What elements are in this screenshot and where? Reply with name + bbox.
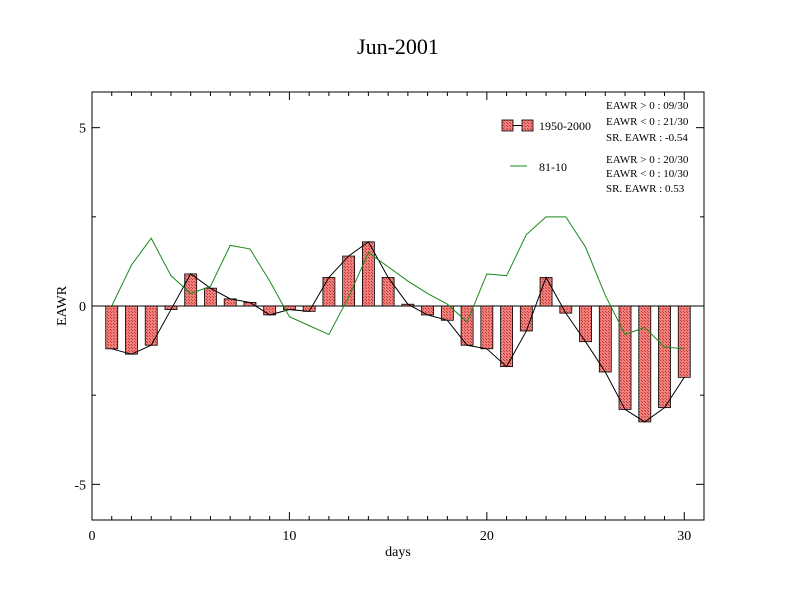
legend-stat-1950-2000-pos: EAWR > 0 : 09/30 <box>606 100 689 112</box>
bar <box>618 305 632 410</box>
bar <box>342 255 356 307</box>
legend-label-1950-2000: 1950-2000 <box>539 119 591 133</box>
x-tick-label: 20 <box>480 529 494 544</box>
bar <box>361 241 375 307</box>
y-tick-label: 0 <box>79 300 86 315</box>
legend: 1950-2000 EAWR > 0 : 09/30 EAWR < 0 : 21… <box>501 100 689 195</box>
chart-title: Jun-2001 <box>357 34 439 59</box>
legend-stat-81-10-neg: EAWR < 0 : 10/30 <box>606 168 689 180</box>
series-line-81-10 <box>111 216 685 350</box>
x-tick-label: 0 <box>89 529 96 544</box>
bar <box>105 305 119 350</box>
bar <box>658 305 671 409</box>
bar <box>638 305 652 423</box>
bar <box>381 277 395 307</box>
legend-stat-81-10-pos: EAWR > 0 : 20/30 <box>606 154 689 166</box>
legend-label-81-10: 81-10 <box>539 160 567 174</box>
bar <box>500 305 513 368</box>
bar <box>144 305 158 346</box>
legend-swatch-1950-2000-left <box>501 119 514 132</box>
bar <box>677 305 691 378</box>
x-tick-label: 30 <box>677 529 691 544</box>
legend-stat-1950-2000-neg: EAWR < 0 : 21/30 <box>606 116 689 128</box>
x-axis-label: days <box>385 545 411 560</box>
bar <box>421 305 435 316</box>
legend-stat-1950-2000-sr: SR. EAWR : -0.54 <box>606 132 688 144</box>
y-axis-label: EAWR <box>55 285 70 326</box>
legend-stat-81-10-sr: SR. EAWR : 0.53 <box>606 183 685 195</box>
bar <box>125 305 138 355</box>
y-tick-label: 5 <box>79 122 86 137</box>
legend-swatch-1950-2000-right <box>521 119 534 132</box>
x-tick-label: 10 <box>282 529 296 544</box>
bar <box>322 277 336 307</box>
bar <box>559 305 573 314</box>
series-line-1950-2000 <box>111 241 685 423</box>
y-tick-label: -5 <box>74 478 86 493</box>
bar <box>539 277 553 307</box>
bar <box>598 305 612 373</box>
bar <box>480 305 494 350</box>
